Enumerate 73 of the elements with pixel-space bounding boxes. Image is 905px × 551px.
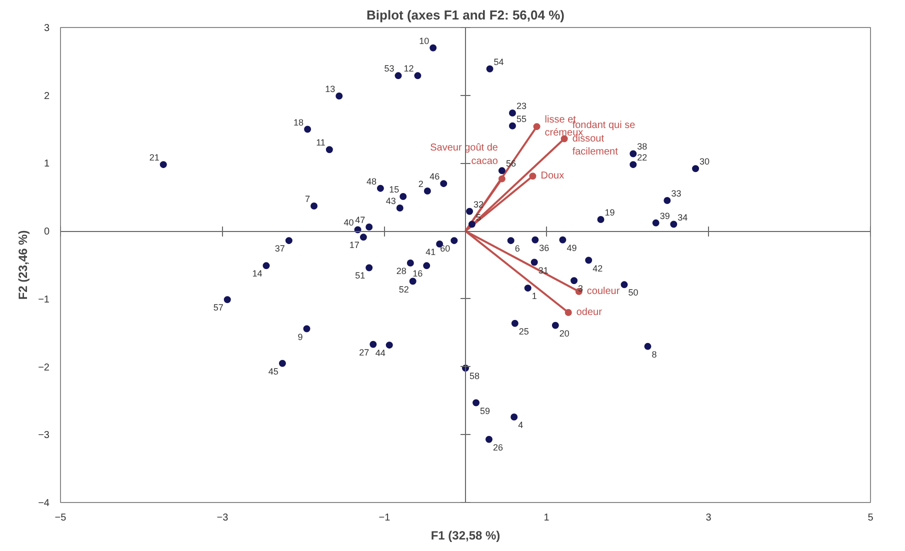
annotation: 4 bbox=[518, 420, 524, 430]
annotation: 57 bbox=[213, 302, 224, 313]
annotation: 17 bbox=[349, 240, 360, 250]
annotation: 11 bbox=[316, 138, 326, 148]
series-label: Doux bbox=[540, 170, 564, 182]
series-label: odeur bbox=[576, 307, 603, 318]
annotation: 25 bbox=[518, 326, 529, 336]
annotation: 15 bbox=[389, 184, 400, 194]
annotation: 9 bbox=[298, 332, 303, 342]
x-tick-label: 3 bbox=[706, 512, 712, 524]
y-tick-label: −3 bbox=[38, 430, 50, 442]
series-label: couleur bbox=[586, 286, 620, 297]
x-tick-label: −1 bbox=[378, 512, 391, 524]
annotation: 13 bbox=[325, 84, 336, 94]
annotation: 40 bbox=[344, 218, 354, 228]
y-tick-label: 0 bbox=[44, 226, 50, 238]
chart-title: Biplot (axes F1 and F2: 56,04 %) bbox=[366, 8, 564, 22]
y-axis-title: F2 (23,46 %) bbox=[16, 230, 30, 300]
y-tick-label: −2 bbox=[38, 362, 50, 374]
annotation: 58 bbox=[470, 371, 480, 382]
annotation: 41 bbox=[426, 246, 436, 257]
annotation: 1 bbox=[532, 291, 537, 302]
annotation: 19 bbox=[604, 208, 615, 218]
annotation: 27 bbox=[359, 347, 370, 358]
annotation: 26 bbox=[492, 442, 504, 452]
x-tick-label: −5 bbox=[54, 512, 67, 524]
x-tick-label: 1 bbox=[544, 512, 550, 524]
annotation: 18 bbox=[294, 117, 304, 128]
annotation: 52 bbox=[398, 284, 409, 294]
annotation: 6 bbox=[514, 244, 520, 254]
annotation: 43 bbox=[386, 196, 396, 206]
annotation: 21 bbox=[149, 152, 160, 163]
annotation: 23 bbox=[516, 101, 526, 111]
y-tick-label: 1 bbox=[44, 158, 50, 170]
annotation: 36 bbox=[539, 242, 550, 253]
x-tick-label: 5 bbox=[868, 512, 874, 524]
annotation: 33 bbox=[671, 188, 682, 199]
x-tick-label: −3 bbox=[216, 512, 229, 524]
y-tick-label: 2 bbox=[44, 90, 50, 102]
annotation: 53 bbox=[384, 64, 394, 74]
annotation: 10 bbox=[419, 36, 430, 46]
annotation: 55 bbox=[516, 114, 526, 124]
annotation: 42 bbox=[592, 263, 603, 274]
annotation: 60 bbox=[440, 244, 450, 254]
annotation: 30 bbox=[700, 156, 710, 167]
y-tick-label: 3 bbox=[44, 23, 50, 34]
annotation: 38 bbox=[637, 142, 648, 152]
annotation: 34 bbox=[678, 212, 688, 222]
annotation: 8 bbox=[652, 349, 657, 360]
annotation: 28 bbox=[396, 266, 406, 276]
annotation: 2 bbox=[418, 179, 424, 190]
annotation: 54 bbox=[494, 56, 504, 67]
annotation: 50 bbox=[628, 288, 638, 298]
annotation: 14 bbox=[252, 268, 262, 279]
annotation: 7 bbox=[305, 194, 310, 204]
annotation: 37 bbox=[274, 244, 285, 254]
annotation: 39 bbox=[660, 210, 670, 221]
annotation: 12 bbox=[404, 64, 414, 74]
annotation: 32 bbox=[474, 199, 484, 210]
annotation: 49 bbox=[566, 242, 577, 253]
annotation: 47 bbox=[355, 215, 366, 225]
annotation: 48 bbox=[366, 176, 376, 186]
annotation: 46 bbox=[430, 172, 440, 182]
y-tick-label: −4 bbox=[38, 498, 50, 509]
annotation: 59 bbox=[480, 406, 490, 416]
annotation: 22 bbox=[637, 152, 648, 163]
annotation: 51 bbox=[355, 270, 366, 281]
x-axis-title: F1 (32,58 %) bbox=[430, 528, 500, 542]
annotation: 45 bbox=[268, 366, 278, 376]
y-tick-label: −1 bbox=[38, 294, 50, 306]
annotation: 44 bbox=[375, 348, 386, 358]
annotation: 20 bbox=[559, 328, 570, 338]
annotation: 16 bbox=[412, 268, 423, 279]
